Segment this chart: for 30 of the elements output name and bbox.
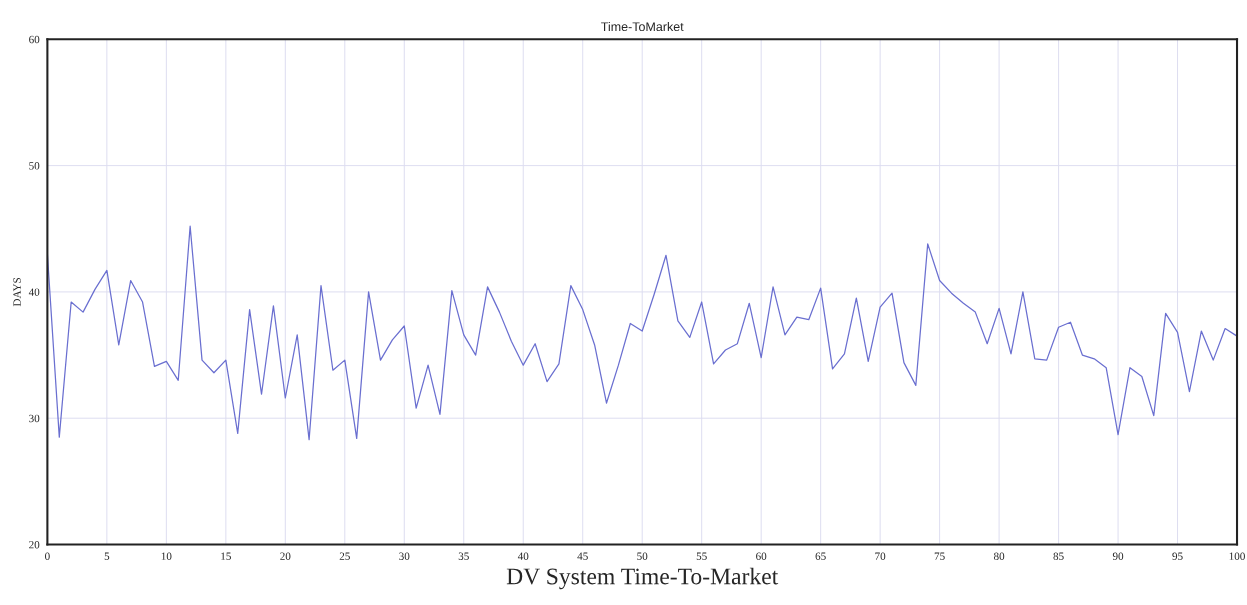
- x-tick-label: 40: [517, 552, 529, 560]
- y-axis-title: DAYS: [13, 277, 21, 307]
- x-tick-label: 15: [221, 552, 231, 560]
- x-tick-label: 85: [1053, 552, 1064, 560]
- x-tick-label: 30: [399, 552, 410, 560]
- y-tick-label: 60: [29, 35, 40, 44]
- x-tick-label: 45: [577, 552, 588, 560]
- y-tick-label: 20: [29, 540, 40, 549]
- x-tick-label: 5: [104, 552, 110, 560]
- x-tick-label: 0: [45, 552, 50, 560]
- x-tick-label: 55: [696, 552, 707, 560]
- x-tick-label: 100: [1229, 552, 1245, 560]
- x-tick-label: 75: [934, 552, 945, 560]
- x-axis-title: DV System Time-To-Market: [506, 567, 779, 590]
- x-tick-label: 35: [458, 552, 469, 560]
- x-tick-label: 90: [1112, 552, 1124, 560]
- y-tick-label: 40: [28, 288, 40, 296]
- y-tick-label: 30: [29, 414, 40, 423]
- x-tick-label: 70: [875, 552, 886, 560]
- line-series: [47, 225, 1238, 441]
- x-tick-label: 80: [993, 552, 1005, 560]
- x-tick-label: 65: [815, 552, 826, 560]
- x-tick-label: 95: [1172, 552, 1183, 560]
- y-tick-label: 50: [29, 162, 40, 170]
- x-tick-label: 25: [339, 552, 350, 560]
- x-tick-label: 50: [637, 552, 648, 560]
- x-tick-label: 10: [161, 552, 172, 560]
- chart-title: Time-ToMarket: [601, 21, 684, 32]
- x-tick-label: 60: [756, 552, 767, 560]
- x-tick-label: 20: [280, 552, 291, 560]
